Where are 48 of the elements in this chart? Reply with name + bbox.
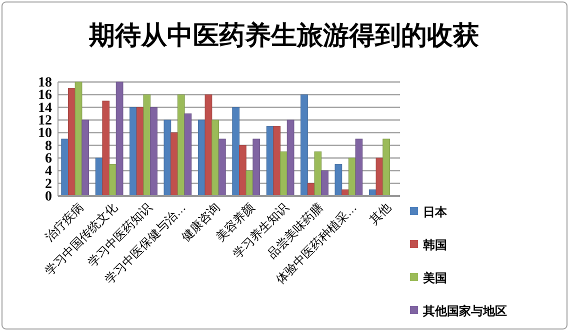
y-tick-label: 18 xyxy=(38,75,52,90)
y-tick-label: 16 xyxy=(38,88,52,104)
bar xyxy=(61,138,69,196)
y-tick-label: 4 xyxy=(45,164,52,180)
y-tick-label: 10 xyxy=(38,126,52,142)
legend-label: 韩国 xyxy=(422,238,447,252)
legend-label: 日本 xyxy=(423,205,448,219)
bar xyxy=(130,107,137,196)
bar xyxy=(382,138,390,196)
bar xyxy=(286,120,294,196)
bar xyxy=(239,145,246,196)
bar xyxy=(321,170,328,196)
y-tick-label: 14 xyxy=(38,100,52,116)
bar xyxy=(348,158,356,196)
legend-label: 美国 xyxy=(422,271,447,285)
bar xyxy=(68,88,76,196)
y-tick-label: 6 xyxy=(45,151,52,166)
bar xyxy=(218,138,226,196)
bar xyxy=(150,107,158,196)
x-tick-label: 其他 xyxy=(366,200,394,228)
bar xyxy=(314,151,322,196)
bar xyxy=(82,120,90,196)
y-tick-label: 2 xyxy=(45,176,52,192)
bar xyxy=(164,120,172,196)
bar xyxy=(143,94,151,196)
bar xyxy=(136,107,144,196)
bar xyxy=(212,120,219,196)
bar xyxy=(273,126,281,196)
chart-title: 期待从中医药养生旅游得到的收获 xyxy=(88,21,479,50)
bar xyxy=(252,138,260,196)
bar xyxy=(300,94,308,196)
bar xyxy=(102,100,110,196)
y-tick-label: 0 xyxy=(45,189,52,204)
y-tick-label: 8 xyxy=(45,138,52,154)
bar xyxy=(116,82,124,196)
y-tick-label: 12 xyxy=(38,113,52,128)
bar xyxy=(184,113,192,196)
bar xyxy=(204,94,212,196)
bar xyxy=(170,132,178,196)
bar xyxy=(232,107,240,196)
bar xyxy=(334,164,342,196)
bar xyxy=(109,164,116,196)
bar xyxy=(280,151,288,196)
bar xyxy=(376,158,384,196)
legend-label: 其他国家与地区 xyxy=(422,304,507,318)
bar xyxy=(355,138,363,196)
bar xyxy=(177,94,185,196)
bar xyxy=(74,82,82,196)
